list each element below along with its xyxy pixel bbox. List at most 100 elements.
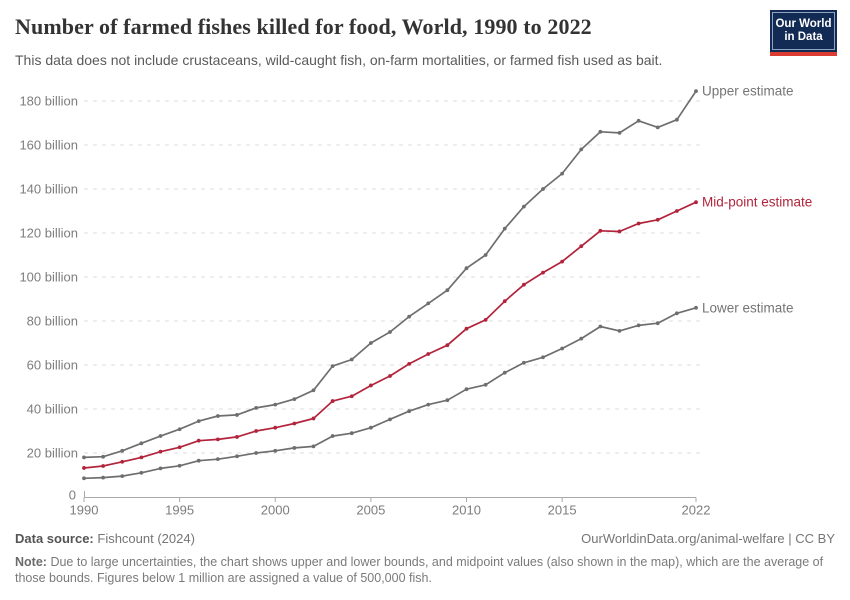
data-point-lower-estimate-1994 (158, 466, 163, 471)
data-point-upper-estimate-2007 (407, 314, 412, 319)
data-point-lower-estimate-2004 (349, 431, 354, 436)
data-point-upper-estimate-2018 (617, 131, 622, 135)
data-point-lower-estimate-2011 (483, 382, 488, 387)
chart-subtitle: This data does not include crustaceans, … (15, 52, 663, 68)
data-point-upper-estimate-2005 (368, 341, 373, 345)
data-point-upper-estimate-1996 (196, 419, 201, 423)
series-upper-estimate[interactable] (82, 89, 698, 460)
data-source: Data source: Fishcount (2024) (15, 531, 195, 546)
data-point-lower-estimate-2008 (426, 402, 431, 407)
note-text: Due to large uncertainties, the chart sh… (15, 555, 824, 586)
y-tick-label: 120 billion (19, 226, 78, 241)
data-point-lower-estimate-2021 (674, 311, 679, 316)
data-point-lower-estimate-1993 (139, 470, 144, 475)
data-point-mid-point-estimate-2003 (330, 399, 335, 403)
data-point-upper-estimate-2004 (349, 357, 354, 362)
data-point-upper-estimate-2021 (674, 117, 679, 122)
data-point-mid-point-estimate-2004 (349, 394, 354, 399)
data-point-lower-estimate-2007 (407, 409, 412, 414)
series-lower-estimate[interactable] (82, 305, 698, 481)
data-point-upper-estimate-1998 (235, 413, 239, 417)
x-tick-label: 2015 (548, 503, 577, 518)
data-point-upper-estimate-2003 (330, 364, 335, 368)
data-point-upper-estimate-2000 (273, 402, 278, 407)
data-point-mid-point-estimate-2017 (598, 228, 603, 233)
data-point-upper-estimate-2013 (521, 204, 526, 209)
data-point-mid-point-estimate-2008 (426, 352, 431, 356)
data-point-upper-estimate-1995 (177, 427, 182, 432)
data-point-upper-estimate-2001 (292, 397, 297, 401)
data-point-lower-estimate-1992 (120, 474, 125, 478)
chart-footer: Data source: Fishcount (2024) OurWorldin… (15, 531, 835, 587)
y-tick-label: 140 billion (19, 182, 78, 197)
data-source-label: Data source: (15, 531, 94, 546)
data-point-upper-estimate-2006 (388, 330, 392, 334)
data-point-lower-estimate-1990 (82, 476, 86, 481)
data-point-lower-estimate-2013 (521, 360, 526, 365)
data-point-mid-point-estimate-2010 (464, 326, 469, 331)
series-end-label-lower-estimate: Lower estimate (702, 300, 794, 315)
attribution-link[interactable]: OurWorldinData.org/animal-welfare | CC B… (581, 531, 835, 546)
data-point-mid-point-estimate-1994 (158, 449, 163, 454)
data-point-upper-estimate-1992 (120, 448, 125, 453)
data-point-lower-estimate-1999 (254, 451, 259, 455)
data-point-upper-estimate-2002 (311, 388, 316, 393)
data-point-lower-estimate-2000 (273, 448, 278, 453)
data-point-upper-estimate-2020 (655, 125, 660, 130)
x-tick-label: 2010 (452, 503, 481, 518)
data-point-mid-point-estimate-2016 (579, 244, 584, 249)
data-point-lower-estimate-1995 (177, 463, 182, 468)
data-point-mid-point-estimate-1998 (235, 435, 239, 439)
data-point-lower-estimate-2017 (598, 324, 603, 329)
data-point-mid-point-estimate-2014 (541, 270, 545, 275)
series-line-mid-point-estimate (83, 201, 697, 469)
data-point-mid-point-estimate-1996 (196, 438, 201, 443)
owid-logo-text-line2: in Data (784, 31, 823, 43)
series-mid-point-estimate[interactable] (82, 200, 698, 470)
data-point-upper-estimate-1999 (254, 406, 259, 410)
y-tick-label: 80 billion (27, 314, 78, 329)
data-point-mid-point-estimate-2002 (311, 416, 316, 421)
data-point-lower-estimate-2010 (464, 387, 469, 392)
data-point-upper-estimate-2009 (445, 288, 450, 293)
data-point-lower-estimate-2002 (311, 444, 316, 449)
y-tick-label: 40 billion (27, 402, 78, 417)
page-title: Number of farmed fishes killed for food,… (15, 14, 592, 39)
x-tick-label: 1990 (70, 503, 99, 518)
y-tick-label: 20 billion (27, 446, 78, 461)
data-point-upper-estimate-1993 (139, 441, 144, 446)
data-point-upper-estimate-2014 (541, 187, 545, 191)
data-point-mid-point-estimate-2015 (560, 259, 565, 264)
data-point-upper-estimate-2015 (560, 171, 565, 176)
data-point-upper-estimate-1994 (158, 434, 163, 438)
x-tick-label: 2005 (356, 503, 385, 518)
data-point-mid-point-estimate-1997 (215, 437, 220, 442)
y-tick-label: 180 billion (19, 94, 78, 109)
data-point-upper-estimate-1990 (82, 455, 86, 460)
data-point-lower-estimate-2018 (617, 329, 622, 333)
data-point-lower-estimate-2015 (560, 346, 565, 351)
data-point-mid-point-estimate-2019 (636, 221, 641, 226)
data-point-upper-estimate-1991 (101, 454, 106, 459)
series-end-label-mid-point-estimate: Mid-point estimate (702, 195, 812, 210)
series-line-upper-estimate (83, 90, 697, 459)
data-point-mid-point-estimate-2022 (694, 200, 698, 205)
owid-logo: Our World in Data (770, 10, 837, 56)
data-point-upper-estimate-1997 (215, 414, 220, 418)
y-tick-label: 160 billion (19, 138, 78, 153)
data-point-upper-estimate-2017 (598, 129, 603, 134)
x-tick-label: 1995 (165, 503, 194, 518)
data-point-mid-point-estimate-2009 (445, 343, 450, 348)
data-point-lower-estimate-2019 (636, 323, 641, 328)
data-point-mid-point-estimate-2011 (483, 318, 488, 322)
data-point-lower-estimate-1998 (235, 454, 239, 459)
data-point-lower-estimate-2003 (330, 434, 335, 438)
data-point-mid-point-estimate-2007 (407, 362, 412, 366)
owid-logo-text-line1: Our World (775, 18, 832, 30)
data-point-lower-estimate-2006 (388, 417, 392, 422)
data-point-mid-point-estimate-1995 (177, 445, 182, 450)
x-tick-label: 2000 (261, 503, 290, 518)
data-point-lower-estimate-2005 (368, 425, 373, 430)
owid-logo-red-bar (770, 52, 837, 56)
